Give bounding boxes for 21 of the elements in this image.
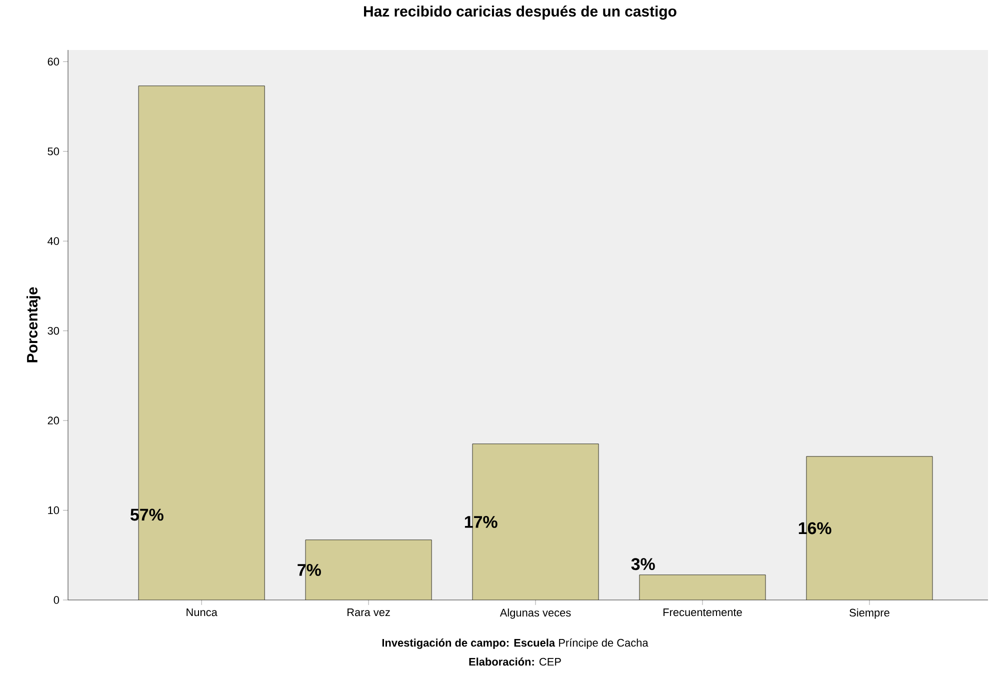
y-tick-label: 50	[48, 148, 60, 156]
x-tick-label: Nunca	[186, 608, 218, 616]
x-tick-label: Rara vez	[348, 608, 390, 616]
y-tick-label: 40	[48, 237, 60, 245]
x-tick-label: Frecuentemente	[664, 608, 742, 616]
text: Investigación de campo: Escuela Príncipe de Cacha	[382, 638, 648, 649]
data-label: 17%	[464, 516, 498, 528]
y-tick-label: 60	[48, 58, 60, 66]
data-label: 3%	[631, 558, 655, 570]
data-label: 57%	[130, 508, 164, 521]
y-axis-title: Porcentaje	[26, 287, 40, 362]
y-tick-label: 0	[54, 596, 60, 604]
y-tick-label: 30	[48, 326, 60, 335]
chart-title: Haz recibido caricias después de un castigo	[364, 6, 676, 20]
data-label: 7%	[298, 564, 321, 576]
x-tick-label: Algunas veces	[500, 608, 571, 619]
data-label: 16%	[798, 522, 832, 534]
y-tick-label: 10	[48, 506, 60, 514]
text: Elaboración: CEP	[469, 658, 561, 666]
y-tick-label: 20	[48, 416, 60, 424]
x-tick-label: Siempre	[850, 608, 890, 619]
